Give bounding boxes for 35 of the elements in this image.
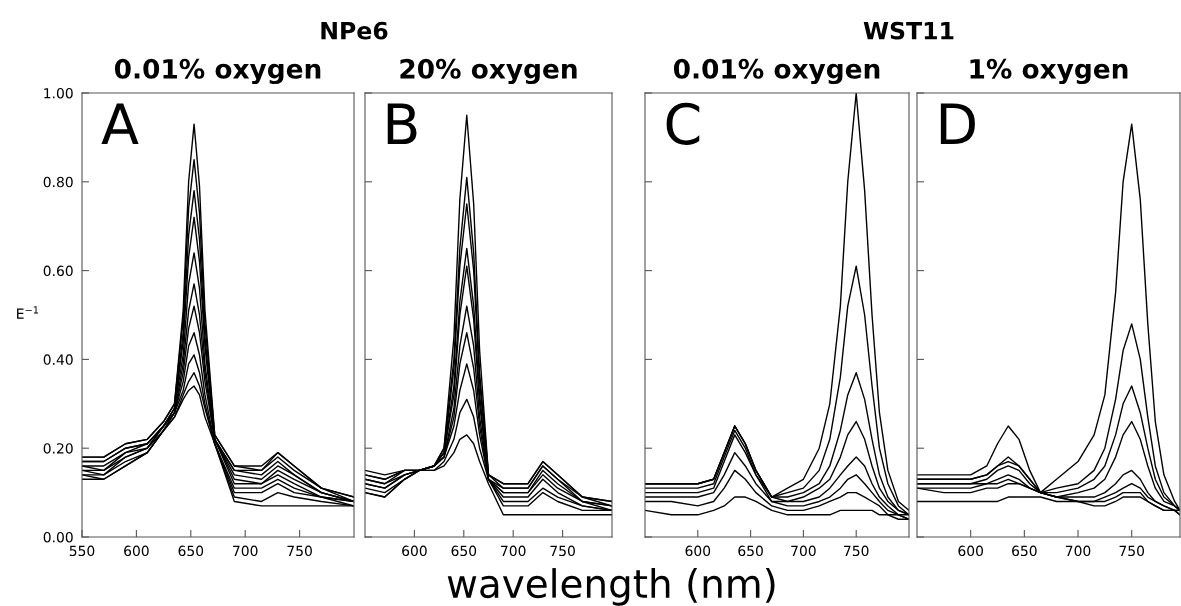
x-tick-label: 650 [1012,545,1037,557]
y-axis-title: E$^{−1}$ [17,306,39,319]
chart-subtitle: 0.01% oxygen [114,58,321,85]
chart-title: WST11 [863,21,954,40]
x-tick-label: 600 [124,545,149,557]
x-axis-title: wavelength (nm) [447,568,775,606]
x-tick-label: 750 [287,545,312,557]
x-tick-label: 650 [178,545,204,557]
x-tick-label: 750 [550,545,575,557]
chart-subtitle: 0.01% oxygen [673,58,880,85]
y-tick-label: 0.00 [43,531,73,543]
x-tick-label: 700 [501,545,526,557]
x-tick-label: 650 [738,545,763,557]
x-tick-label: 650 [451,545,477,557]
y-tick-label: 0.60 [43,265,73,277]
chart-subtitle: 1% oxygen [970,58,1128,85]
y-tick-label: 1.00 [44,87,73,99]
annotation: A [101,103,139,145]
annotation: D [940,103,975,145]
y-tick-label: 0.80 [43,176,73,188]
x-tick-label: 600 [958,545,984,557]
y-tick-label: 0.40 [43,354,73,365]
y-tick-label: 0.20 [43,443,73,454]
chart-title: NPe6 [321,21,388,40]
x-tick-label: 750 [1119,545,1145,557]
x-tick-label: 550 [69,545,95,557]
chart-subtitle: 20% oxygen [400,58,577,85]
annotation: C [666,102,700,145]
annotation: B [387,103,417,145]
x-tick-label: 700 [233,545,258,557]
x-tick-label: 750 [844,545,869,557]
x-tick-label: 600 [402,545,427,557]
x-tick-label: 700 [1065,545,1091,557]
x-tick-label: 600 [685,545,711,557]
x-tick-label: 700 [791,545,816,557]
